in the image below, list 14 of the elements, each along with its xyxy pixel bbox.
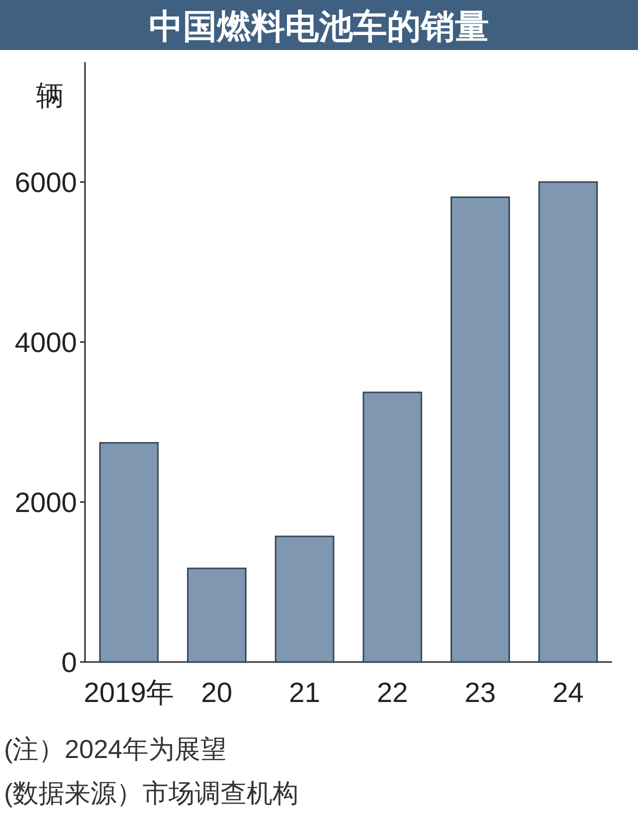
y-axis-title: 辆 [36,80,64,111]
y-tick-label: 4000 [14,327,77,358]
x-tick-label: 23 [464,677,496,708]
x-tick-label: 24 [552,677,584,708]
chart-title: 中国燃料电池车的销量 [149,8,489,46]
x-tick-label: 20 [201,677,232,708]
text: (注）2024年为展望 [4,734,226,764]
y-tick-label: 2000 [14,487,77,518]
text: (数据来源）市场调查机构 [4,778,299,808]
x-tick-label: 21 [289,677,320,708]
x-tick-label: 2019年 [84,677,174,708]
x-tick-label: 22 [376,677,408,708]
y-tick-label: 0 [61,647,77,678]
y-tick-label: 6000 [14,167,77,198]
